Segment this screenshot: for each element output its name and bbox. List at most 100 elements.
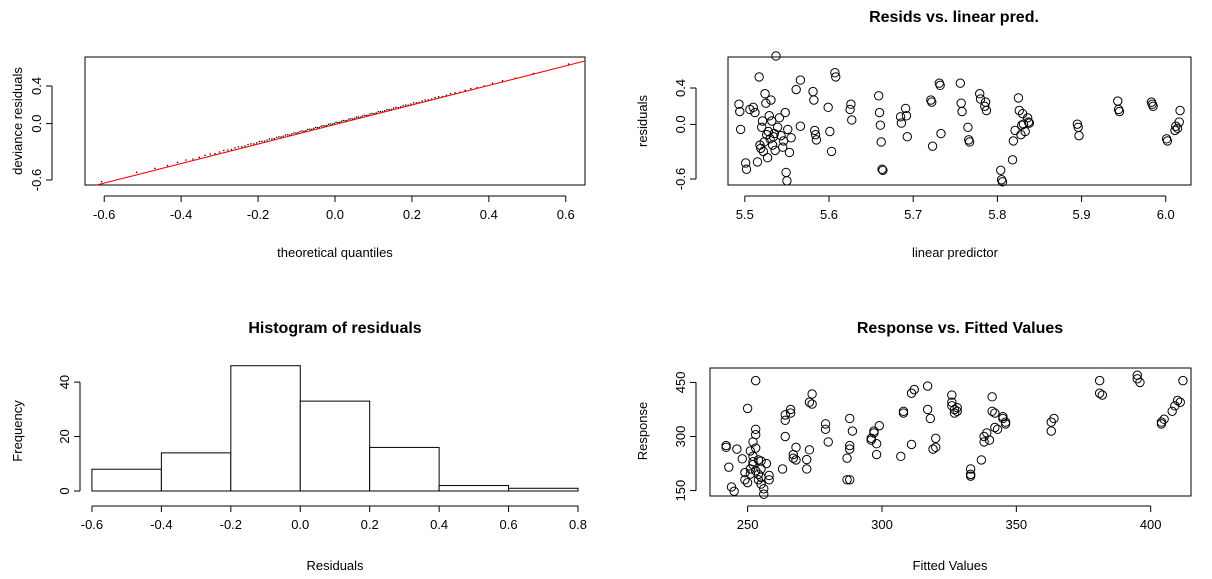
fit-point bbox=[820, 419, 831, 429]
qq-point bbox=[204, 154, 206, 156]
resid-point bbox=[1022, 113, 1033, 123]
qq-point bbox=[324, 125, 326, 127]
resid-point bbox=[1074, 130, 1084, 141]
resid-point bbox=[964, 137, 975, 147]
qq-point bbox=[100, 180, 103, 183]
fit-point bbox=[788, 453, 799, 463]
fit-point bbox=[750, 375, 761, 386]
hist-x-axis-label: Residuals bbox=[306, 558, 364, 573]
qq-point bbox=[273, 138, 275, 140]
fit-point bbox=[992, 424, 1003, 434]
fit-point bbox=[729, 486, 739, 497]
qq-point bbox=[373, 112, 375, 115]
qq-plot-area bbox=[84, 56, 586, 186]
fit-point bbox=[742, 477, 753, 488]
resid-point bbox=[846, 99, 856, 109]
fit-plot-area bbox=[709, 367, 1192, 497]
resid-point bbox=[1175, 105, 1185, 116]
hist-y-tick-label: 40 bbox=[57, 375, 72, 389]
qq-point bbox=[355, 116, 358, 118]
fit-point bbox=[753, 469, 764, 480]
qq-point bbox=[266, 139, 268, 141]
qq-point bbox=[454, 92, 456, 94]
qq-point bbox=[367, 114, 369, 116]
qq-reference-line bbox=[96, 60, 586, 186]
hist-x-tick-label: 0.6 bbox=[500, 517, 518, 532]
qq-point bbox=[329, 123, 332, 125]
qq-point bbox=[350, 118, 352, 120]
qq-point bbox=[371, 112, 373, 115]
resid-point bbox=[900, 103, 911, 114]
resid-point bbox=[873, 91, 884, 101]
fit-point bbox=[780, 410, 790, 420]
resid-plot-area bbox=[727, 56, 1192, 186]
fit-point bbox=[761, 458, 772, 469]
fit-point bbox=[845, 444, 855, 454]
qq-point bbox=[379, 110, 381, 113]
fit-point bbox=[952, 406, 962, 416]
hist-y-tick-label: 20 bbox=[57, 429, 72, 443]
qq-y-axis: -0.6 0.0 0.4 bbox=[29, 77, 53, 191]
fit-point bbox=[777, 464, 788, 474]
resid-point bbox=[876, 137, 886, 147]
resid-point bbox=[927, 141, 938, 151]
qq-point bbox=[320, 125, 322, 127]
fit-plot-panel: Response vs. Fitted Values 250 300 350 400 … bbox=[635, 320, 1192, 573]
qq-point bbox=[363, 114, 365, 116]
qq-point bbox=[299, 130, 301, 133]
qq-point bbox=[388, 108, 390, 111]
resid-plot-title: Resids vs. linear pred. bbox=[869, 9, 1039, 26]
fit-x-tick-label: 350 bbox=[1005, 517, 1027, 532]
fit-y-tick-label: 150 bbox=[673, 480, 688, 502]
fit-point bbox=[1094, 388, 1105, 398]
fit-point bbox=[990, 422, 1000, 433]
fit-point bbox=[750, 430, 761, 440]
fit-point bbox=[869, 428, 879, 438]
resid-point bbox=[795, 75, 806, 85]
resid-x-tick-label: 5.5 bbox=[736, 207, 754, 222]
resid-point bbox=[735, 124, 746, 135]
resid-point bbox=[1024, 118, 1035, 128]
hist-bar bbox=[299, 400, 371, 492]
qq-point bbox=[404, 104, 407, 106]
fit-point bbox=[979, 437, 989, 447]
resid-point bbox=[845, 104, 855, 115]
resid-point bbox=[826, 146, 837, 157]
qq-point bbox=[407, 104, 409, 106]
qq-point bbox=[311, 128, 313, 131]
qq-point bbox=[375, 112, 377, 114]
resid-point bbox=[1174, 117, 1184, 127]
hist-bar bbox=[508, 487, 579, 492]
resid-point bbox=[935, 80, 945, 91]
resid-point bbox=[757, 116, 768, 126]
fit-point bbox=[1046, 426, 1056, 436]
fit-point bbox=[1135, 377, 1145, 388]
resid-point bbox=[996, 165, 1006, 176]
fit-point bbox=[949, 408, 960, 418]
fit-points-layer bbox=[721, 370, 1188, 499]
resid-x-axis-label: linear predictor bbox=[912, 245, 999, 260]
resid-point bbox=[778, 142, 788, 152]
resid-point bbox=[784, 147, 795, 158]
fit-x-tick-label: 400 bbox=[1140, 517, 1162, 532]
qq-x-tick-label: -0.4 bbox=[170, 207, 192, 222]
resid-point bbox=[772, 122, 783, 132]
fit-plot-title: Response vs. Fitted Values bbox=[857, 320, 1063, 337]
fit-y-axis: 150 300 450 bbox=[673, 372, 697, 502]
qq-point bbox=[230, 148, 233, 151]
qq-point bbox=[247, 143, 249, 146]
qq-point bbox=[399, 106, 402, 108]
fit-point bbox=[922, 381, 933, 391]
resid-point bbox=[1148, 101, 1158, 112]
resid-point bbox=[1007, 155, 1018, 165]
fit-point bbox=[928, 444, 938, 454]
qq-point bbox=[421, 100, 423, 102]
qq-point bbox=[278, 136, 280, 138]
qq-point bbox=[348, 118, 350, 120]
resid-plot-panel: Resids vs. linear pred. 5.5 5.6 5.7 5.8 5.9 6… bbox=[635, 9, 1192, 260]
qq-x-tick-label: -0.2 bbox=[247, 207, 269, 222]
resid-point bbox=[878, 165, 888, 176]
resid-y-tick-label: -0.6 bbox=[673, 168, 688, 190]
fit-y-axis-label: Response bbox=[635, 402, 650, 461]
